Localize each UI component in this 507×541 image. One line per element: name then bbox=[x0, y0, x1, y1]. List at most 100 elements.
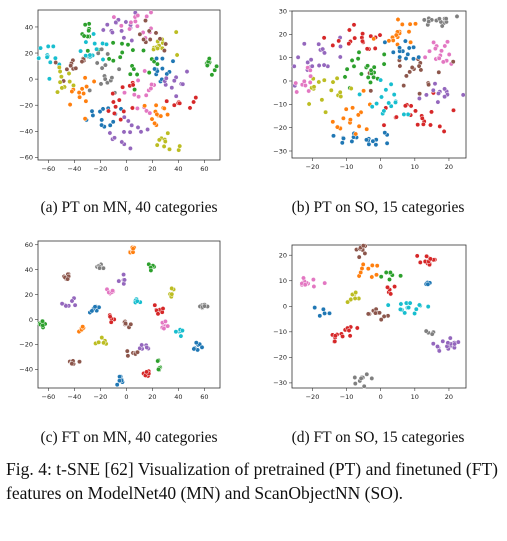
scatter-point bbox=[360, 31, 366, 37]
point-cluster bbox=[104, 286, 116, 296]
scatter-point bbox=[129, 122, 135, 128]
scatter-point bbox=[423, 92, 429, 98]
scatter-point bbox=[330, 42, 336, 48]
scatter-point bbox=[399, 21, 405, 27]
scatter-point bbox=[162, 318, 168, 324]
scatter-point bbox=[67, 102, 73, 108]
scatter-point bbox=[143, 18, 148, 24]
scatter-point bbox=[124, 348, 130, 354]
scatter-point bbox=[345, 299, 351, 305]
scatter-point bbox=[430, 341, 436, 347]
scatter-point bbox=[416, 96, 422, 101]
scatter-point bbox=[157, 36, 163, 42]
caption-a: (a) PT on MN, 40 categories bbox=[40, 199, 218, 216]
scatter-point bbox=[432, 46, 438, 52]
point-cluster bbox=[137, 18, 169, 54]
scatter-point bbox=[352, 35, 358, 41]
scatter-point bbox=[316, 79, 322, 85]
scatter-point bbox=[350, 105, 356, 111]
scatter-point bbox=[301, 41, 307, 47]
scatter-point bbox=[107, 314, 113, 320]
scatter-point bbox=[91, 79, 97, 84]
y-tick-label: 40 bbox=[25, 266, 33, 274]
scatter-point bbox=[90, 112, 96, 118]
scatter-point bbox=[408, 103, 414, 109]
scatter-point bbox=[154, 111, 160, 117]
scatter-point bbox=[361, 383, 367, 389]
scatter-point bbox=[293, 80, 299, 86]
scatter-point bbox=[369, 104, 375, 110]
scatter-point bbox=[99, 65, 105, 71]
scatter-point bbox=[352, 381, 358, 387]
scatter-point bbox=[301, 275, 306, 281]
scatter-point bbox=[162, 139, 168, 144]
scatter-point bbox=[413, 108, 418, 114]
scatter-point bbox=[351, 63, 357, 69]
scatter-point bbox=[379, 94, 384, 100]
scatter-point bbox=[40, 322, 46, 328]
scatter-point bbox=[338, 44, 343, 49]
scatter-point bbox=[84, 84, 90, 90]
scatter-point bbox=[125, 353, 131, 359]
scatter-point bbox=[440, 338, 446, 344]
scatter-point bbox=[337, 54, 343, 60]
scatter-point bbox=[68, 63, 74, 69]
figure-caption: Fig. 4: t-SNE [62] Visualization of pret… bbox=[6, 459, 498, 503]
point-cluster bbox=[378, 270, 404, 282]
y-tick-label: −10 bbox=[273, 328, 287, 336]
scatter-point bbox=[403, 56, 409, 61]
scatter-point bbox=[117, 374, 123, 380]
scatter-point bbox=[385, 302, 391, 308]
scatter-point bbox=[171, 78, 177, 84]
scatter-point bbox=[193, 340, 199, 346]
scatter-point bbox=[439, 23, 445, 29]
x-tick-label: −10 bbox=[340, 393, 354, 401]
scatter-point bbox=[109, 30, 115, 35]
scatter-point bbox=[55, 89, 60, 95]
scatter-point bbox=[77, 94, 83, 100]
scatter-point bbox=[46, 76, 52, 82]
scatter-point bbox=[160, 306, 166, 312]
scatter-point bbox=[159, 66, 165, 72]
scatter-point bbox=[121, 114, 127, 120]
scatter-point bbox=[377, 32, 383, 38]
scatter-point bbox=[378, 317, 384, 323]
scatter-point bbox=[340, 333, 346, 339]
scatter-point bbox=[383, 87, 389, 93]
scatter-point bbox=[427, 48, 432, 54]
x-tick-label: −20 bbox=[306, 163, 320, 171]
scatter-point bbox=[116, 278, 122, 284]
scatter-point bbox=[91, 31, 97, 37]
scatter-point bbox=[436, 16, 442, 22]
y-tick-label: −20 bbox=[273, 124, 287, 132]
scatter-point bbox=[53, 60, 59, 65]
scatter-point bbox=[295, 54, 301, 60]
scatter-point bbox=[122, 90, 127, 96]
scatter-point bbox=[408, 39, 414, 45]
scatter-point bbox=[136, 94, 142, 100]
scatter-point bbox=[425, 281, 431, 287]
scatter-point bbox=[56, 64, 62, 70]
x-tick-label: 40 bbox=[174, 393, 182, 401]
scatter-point bbox=[308, 57, 314, 63]
caption-c: (c) FT on MN, 40 categories bbox=[40, 429, 218, 446]
scatter-point bbox=[454, 13, 460, 19]
point-cluster bbox=[159, 318, 171, 331]
scatter-point bbox=[361, 88, 367, 94]
scatter-point bbox=[291, 63, 297, 69]
scatter-point bbox=[369, 274, 375, 280]
scatter-point bbox=[45, 43, 51, 49]
scatter-point bbox=[294, 89, 300, 95]
scatter-point bbox=[107, 130, 113, 136]
scatter-point bbox=[71, 82, 76, 88]
scatter-point bbox=[199, 344, 205, 350]
scatter-point bbox=[382, 39, 388, 45]
y-tick-label: −30 bbox=[273, 147, 287, 155]
x-tick-label: 10 bbox=[411, 393, 419, 401]
scatter-point bbox=[149, 82, 155, 87]
scatter-point bbox=[402, 38, 408, 44]
scatter-point bbox=[47, 59, 53, 65]
scatter-point bbox=[424, 253, 430, 259]
scatter-point bbox=[435, 344, 440, 349]
scatter-point bbox=[322, 310, 328, 316]
